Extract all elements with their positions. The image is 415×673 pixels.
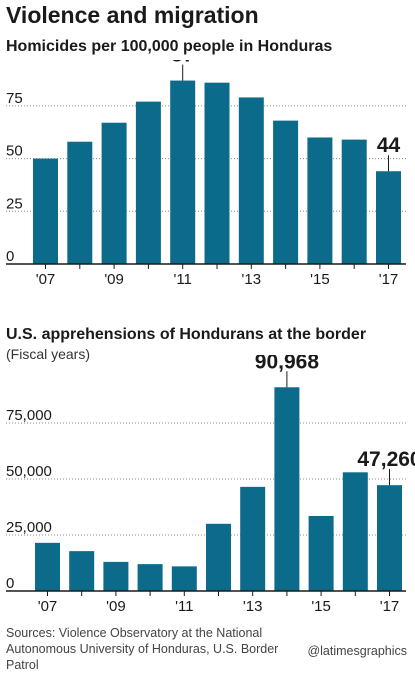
x-tick-label: '17 [380,598,400,615]
bar [273,120,299,264]
bar [274,387,300,591]
bar [101,122,127,264]
bar [204,82,230,265]
bar [240,486,266,591]
bar [307,137,333,264]
x-tick-label: '07 [38,598,58,615]
y-tick-label: 0 [6,575,14,592]
apprehensions-bar-chart: 0 25,000 50,000 75,000 '07 '09 '11 '13 '15 '17 90,… [6,355,415,615]
bar [171,566,197,591]
y-tick-label: 0 [6,248,14,265]
x-tick-label: '11 [173,271,191,288]
annotation-label: 90,968 [255,355,320,373]
bar [103,561,129,591]
bar [69,551,95,591]
x-tick-label: '11 [175,598,193,615]
y-tick-label: 50,000 [6,463,52,480]
apprehensions-chart-subtitle: (Fiscal years) [6,346,91,362]
bar [33,158,58,264]
credit-line: @latimesgraphics [307,644,407,658]
source-note: Sources: Violence Observatory at the Nat… [6,626,279,672]
x-tick-label: '09 [106,598,126,615]
y-tick-label: 75,000 [6,407,52,424]
bar [35,542,60,591]
bar [135,101,161,264]
bar [206,523,231,591]
bar [238,97,264,264]
chart-main-title: Violence and migration [6,2,259,28]
bar [376,171,401,264]
x-tick-label: '13 [243,598,263,615]
y-tick-label: 50 [6,143,23,160]
y-tick-label: 75 [6,90,23,107]
bar [341,139,367,264]
y-tick-label: 25 [6,195,23,212]
homicides-bar-chart: 0 25 50 75 '07 '09 '11 '13 '15 '17 87 44 [6,60,406,288]
annotation-label: 87 [171,60,194,67]
x-tick-label: '17 [379,271,399,288]
x-tick-label: '15 [310,271,330,288]
bar [170,80,196,264]
apprehensions-chart-title: U.S. apprehensions of Hondurans at the b… [6,326,367,343]
x-tick-label: '13 [242,271,262,288]
y-tick-label: 25,000 [6,519,52,536]
bar [137,564,163,591]
bar [342,472,368,591]
bar [377,485,402,591]
bar [67,141,93,264]
x-tick-label: '09 [104,271,124,288]
annotation-label: 44 [377,134,401,157]
homicides-chart-title: Homicides per 100,000 people in Honduras [6,38,333,55]
annotation-label: 47,260 [357,448,415,471]
bar [308,515,334,591]
x-tick-label: '07 [36,271,56,288]
x-tick-label: '15 [311,598,331,615]
